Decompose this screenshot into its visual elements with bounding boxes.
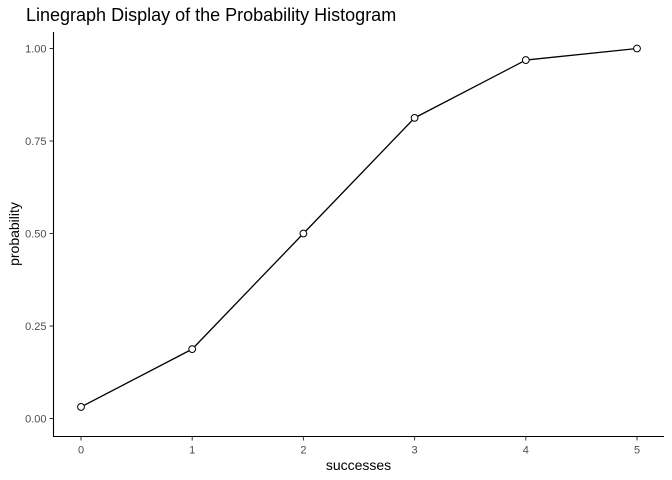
data-point: [77, 403, 85, 411]
x-tick-label: 4: [523, 445, 529, 457]
data-point: [633, 44, 641, 53]
y-tick-label: 0.00: [25, 414, 46, 426]
y-ticks: 0.00 0.25 0.50 0.75 1.00: [25, 44, 54, 426]
series-line: [80, 47, 638, 408]
y-axis-title: probability: [6, 202, 22, 266]
data-point: [410, 113, 419, 122]
series-probability: [77, 44, 641, 411]
x-tick-label: 2: [300, 445, 306, 457]
data-point: [188, 345, 197, 354]
y-tick-label: 0.25: [25, 321, 46, 333]
x-tick-label: 3: [412, 445, 418, 457]
y-tick-label: 0.50: [25, 229, 46, 241]
chart-title: Linegraph Display of the Probability His…: [26, 5, 396, 25]
y-tick-label: 1.00: [25, 44, 46, 56]
x-tick-label: 1: [189, 445, 195, 457]
data-point: [299, 229, 308, 238]
x-tick-label: 0: [78, 445, 84, 457]
y-tick-label: 0.75: [25, 136, 46, 148]
x-tick-label: 5: [634, 445, 640, 457]
x-ticks: 0 1 2 3 4 5: [78, 436, 640, 457]
axes: [52, 32, 664, 438]
data-point: [521, 56, 530, 64]
x-axis-title: successes: [326, 457, 391, 473]
